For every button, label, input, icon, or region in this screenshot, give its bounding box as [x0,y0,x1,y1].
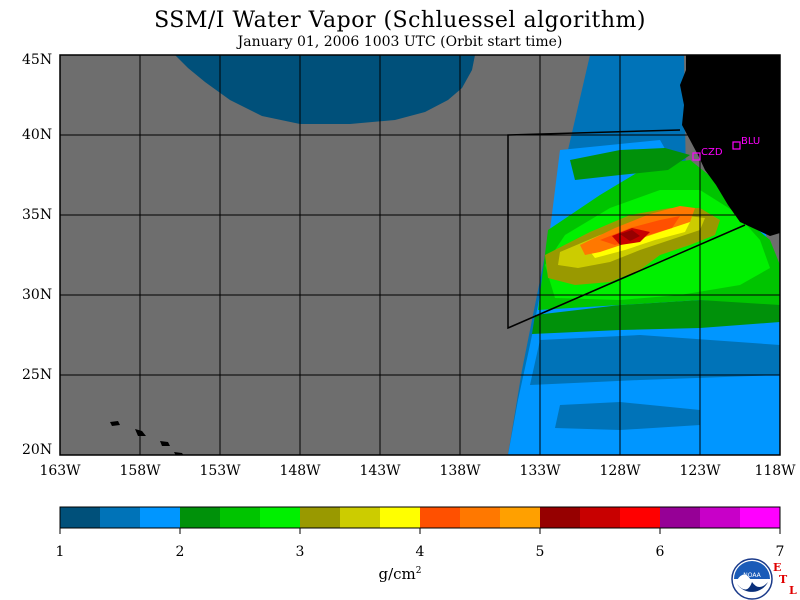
unit-base: g/cm [378,565,416,583]
colorbar-segment [500,507,541,528]
colorbar-label-6: 6 [655,544,665,560]
map-frame [59,54,781,456]
colorbar-segment [620,507,661,528]
lon-label-123w: 123W [679,463,721,479]
island-1 [110,421,120,426]
colorbar-label-5: 5 [535,544,545,560]
colorbar-unit: g/cm2 [370,565,430,583]
colorbar-segment [260,507,301,528]
north-swath [175,55,475,124]
colorbar-segment [420,507,461,528]
lon-label-118w: 118W [754,463,796,479]
lat-label-45n: 45N [22,52,53,68]
colorbar-label-7: 7 [775,544,785,560]
colorbar-label-1: 1 [55,544,65,560]
lon-label-148w: 148W [279,463,321,479]
lon-label-138w: 138W [439,463,481,479]
swath-band-dark-green-south [532,300,780,334]
colorbar-segment [140,507,181,528]
lon-label-128w: 128W [599,463,641,479]
noaa-logo-icon: NOAA [731,558,773,600]
plume-dark-red [620,230,640,241]
land-mass [680,55,780,236]
colorbar-segment [700,507,741,528]
noaa-logo-text: NOAA [743,572,761,579]
colorbar-segment [180,507,221,528]
etl-logo-e: E [773,561,782,574]
colorbar-segment [220,507,261,528]
lon-label-163w: 163W [39,463,81,479]
lat-label-25n: 25N [22,367,53,383]
colorbar [60,507,781,528]
lat-label-20n: 20N [22,442,53,458]
lon-label-133w: 133W [519,463,561,479]
colorbar-label-4: 4 [415,544,425,560]
unit-exponent: 2 [415,566,422,576]
colorbar-label-2: 2 [175,544,185,560]
swath-band-medium-blue-2 [555,402,700,430]
colorbar-segment [60,507,101,528]
lon-label-153w: 153W [199,463,241,479]
swath-band-dark-green-north [570,148,690,180]
colorbar-segment [660,507,701,528]
colorbar-segment [100,507,141,528]
station-label-czd: CZD [701,147,723,158]
lon-label-143w: 143W [359,463,401,479]
station-marker-czd [692,152,701,161]
lat-label-40n: 40N [22,127,53,143]
lat-label-30n: 30N [22,287,53,303]
etl-logo-t: T [779,573,788,586]
colorbar-segment [540,507,581,528]
colorbar-segment [460,507,501,528]
colorbar-segment [740,507,781,528]
analysis-wedge-outline [507,129,746,330]
island-3 [160,441,170,446]
colorbar-label-3: 3 [295,544,305,560]
station-label-blu: BLU [741,136,761,147]
colorbar-segment [380,507,421,528]
etl-logo-l: L [789,584,797,597]
chart-subtitle: January 01, 2006 1003 UTC (Orbit start t… [237,34,563,50]
chart-title: SSM/I Water Vapor (Schluessel algorithm) [154,8,646,33]
lon-label-158w: 158W [119,463,161,479]
station-marker-blu [732,141,741,150]
swath-band-medium-blue-1 [530,335,780,385]
grid-lines [60,55,780,455]
colorbar-segment [340,507,381,528]
lat-label-35n: 35N [22,207,53,223]
colorbar-segment [300,507,341,528]
colorbar-ticks [59,528,781,534]
colorbar-segment [580,507,621,528]
